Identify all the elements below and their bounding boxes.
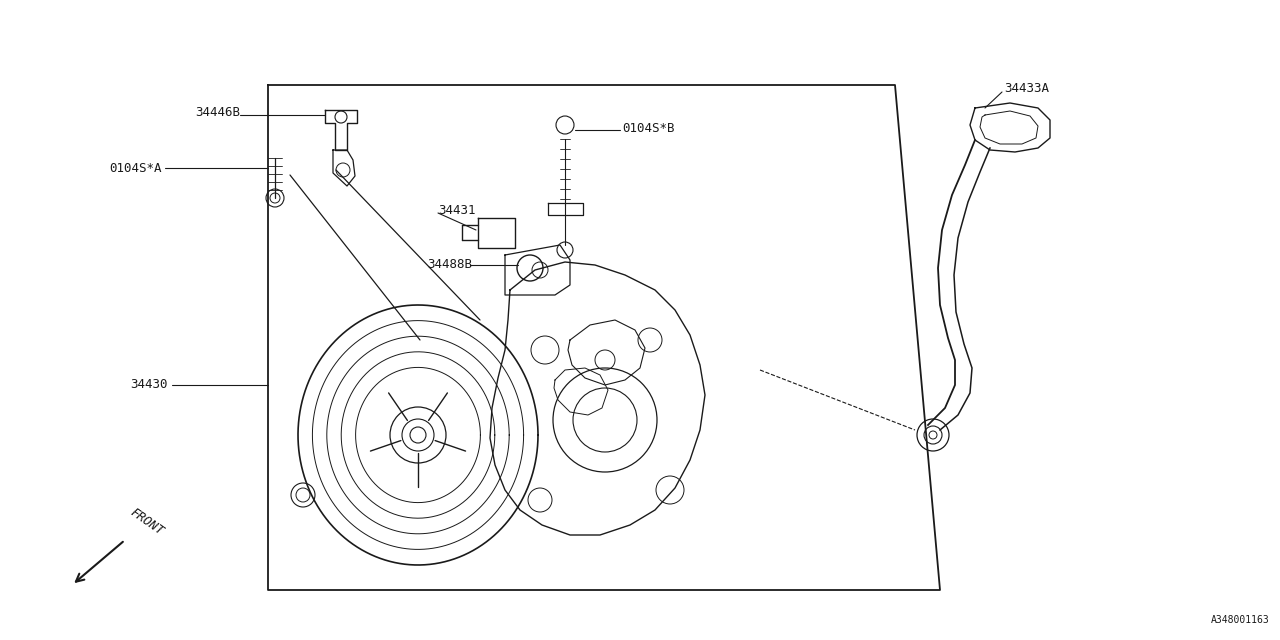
Text: FRONT: FRONT	[128, 506, 166, 538]
Text: 34488B: 34488B	[428, 259, 472, 271]
Text: 34431: 34431	[438, 204, 475, 216]
Text: 0104S*B: 0104S*B	[622, 122, 675, 134]
Text: 0104S*A: 0104S*A	[110, 161, 163, 175]
Text: A348001163: A348001163	[1211, 615, 1270, 625]
Circle shape	[410, 427, 426, 443]
Text: 34430: 34430	[131, 378, 168, 392]
Text: 34433A: 34433A	[1004, 81, 1050, 95]
Text: 34446B: 34446B	[195, 106, 241, 118]
